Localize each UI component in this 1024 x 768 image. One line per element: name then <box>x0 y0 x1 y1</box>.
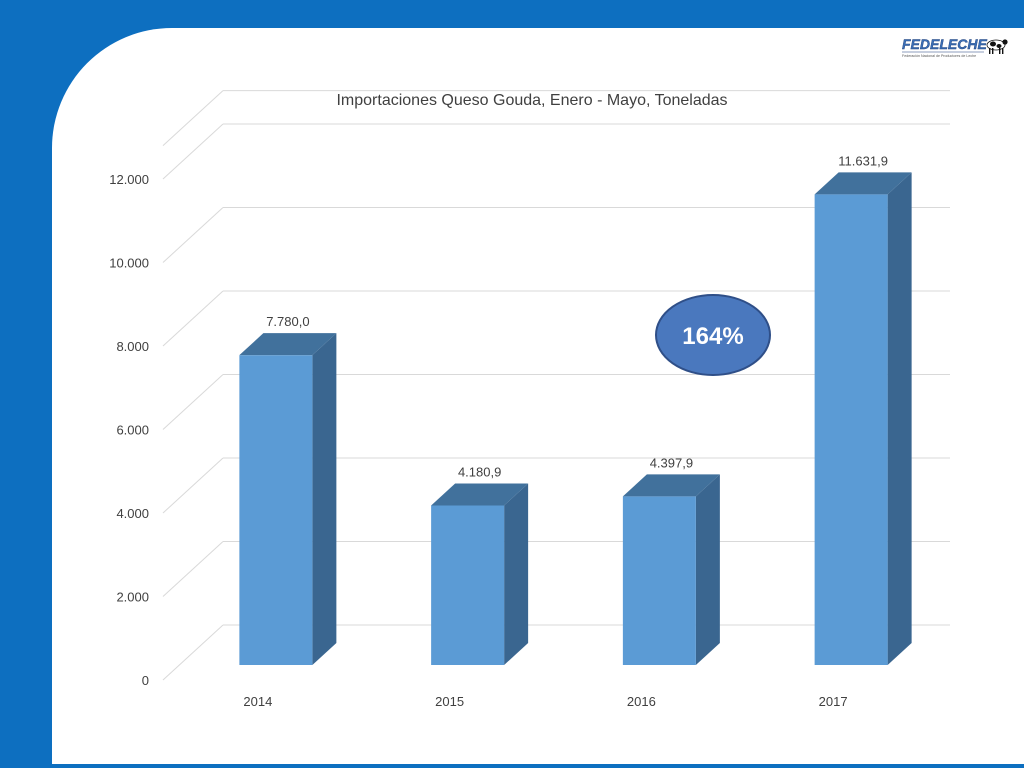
fedeleche-logo: FEDELECHE Federación Nacional de Product… <box>902 36 1008 58</box>
data-label: 7.780,0 <box>266 314 309 329</box>
gridline-diagonal <box>162 457 224 514</box>
y-tick-label: 6.000 <box>116 423 149 438</box>
gridline-diagonal <box>162 90 224 146</box>
y-tick-label: 8.000 <box>116 339 149 354</box>
chart-title: Importaciones Queso Gouda, Enero - Mayo,… <box>336 92 727 109</box>
data-label: 11.631,9 <box>838 153 888 168</box>
bar-side <box>695 474 720 665</box>
bar-top <box>431 483 529 506</box>
x-tick-label: 2016 <box>627 694 656 709</box>
cow-icon <box>986 39 1008 54</box>
bar <box>622 496 696 665</box>
bar-top <box>622 474 720 497</box>
growth-annotation-ellipse <box>655 294 771 376</box>
bar <box>239 355 313 665</box>
bar <box>431 505 505 665</box>
svg-text:Federación Nacional de Product: Federación Nacional de Productores de Le… <box>902 54 976 58</box>
growth-annotation: 164% <box>655 294 771 376</box>
bar-top <box>239 333 337 356</box>
gridline-diagonal <box>162 123 224 180</box>
gridline-diagonal <box>162 374 224 430</box>
x-tick-label: 2014 <box>243 694 272 709</box>
y-tick-label: 10.000 <box>109 256 149 271</box>
y-tick-label: 12.000 <box>109 172 149 187</box>
bar-side <box>887 172 912 666</box>
bar <box>814 194 888 666</box>
data-label: 4.397,9 <box>650 455 693 470</box>
x-axis-ticks: 2014 2015 2016 2017 <box>243 694 847 709</box>
growth-annotation-label: 164% <box>682 323 743 350</box>
bar-side <box>504 483 529 665</box>
bar-side <box>312 333 337 665</box>
y-tick-label: 0 <box>142 673 149 688</box>
bar-top <box>814 172 912 195</box>
x-tick-label: 2017 <box>819 694 848 709</box>
data-label: 4.180,9 <box>458 464 501 479</box>
y-tick-label: 2.000 <box>116 590 149 605</box>
gridline-diagonal <box>162 207 224 263</box>
gridline-diagonal <box>162 541 224 597</box>
svg-text:FEDELECHE: FEDELECHE <box>902 36 987 52</box>
gridline-diagonal <box>162 290 224 347</box>
y-tick-label: 4.000 <box>116 506 149 521</box>
bars <box>239 172 912 666</box>
x-tick-label: 2015 <box>435 694 464 709</box>
y-axis-ticks: 0 2.000 4.000 6.000 8.000 10.000 12.000 <box>109 172 149 688</box>
gridline-diagonal <box>162 624 224 681</box>
data-labels: 7.780,0 4.180,9 4.397,9 11.631,9 <box>266 153 888 479</box>
